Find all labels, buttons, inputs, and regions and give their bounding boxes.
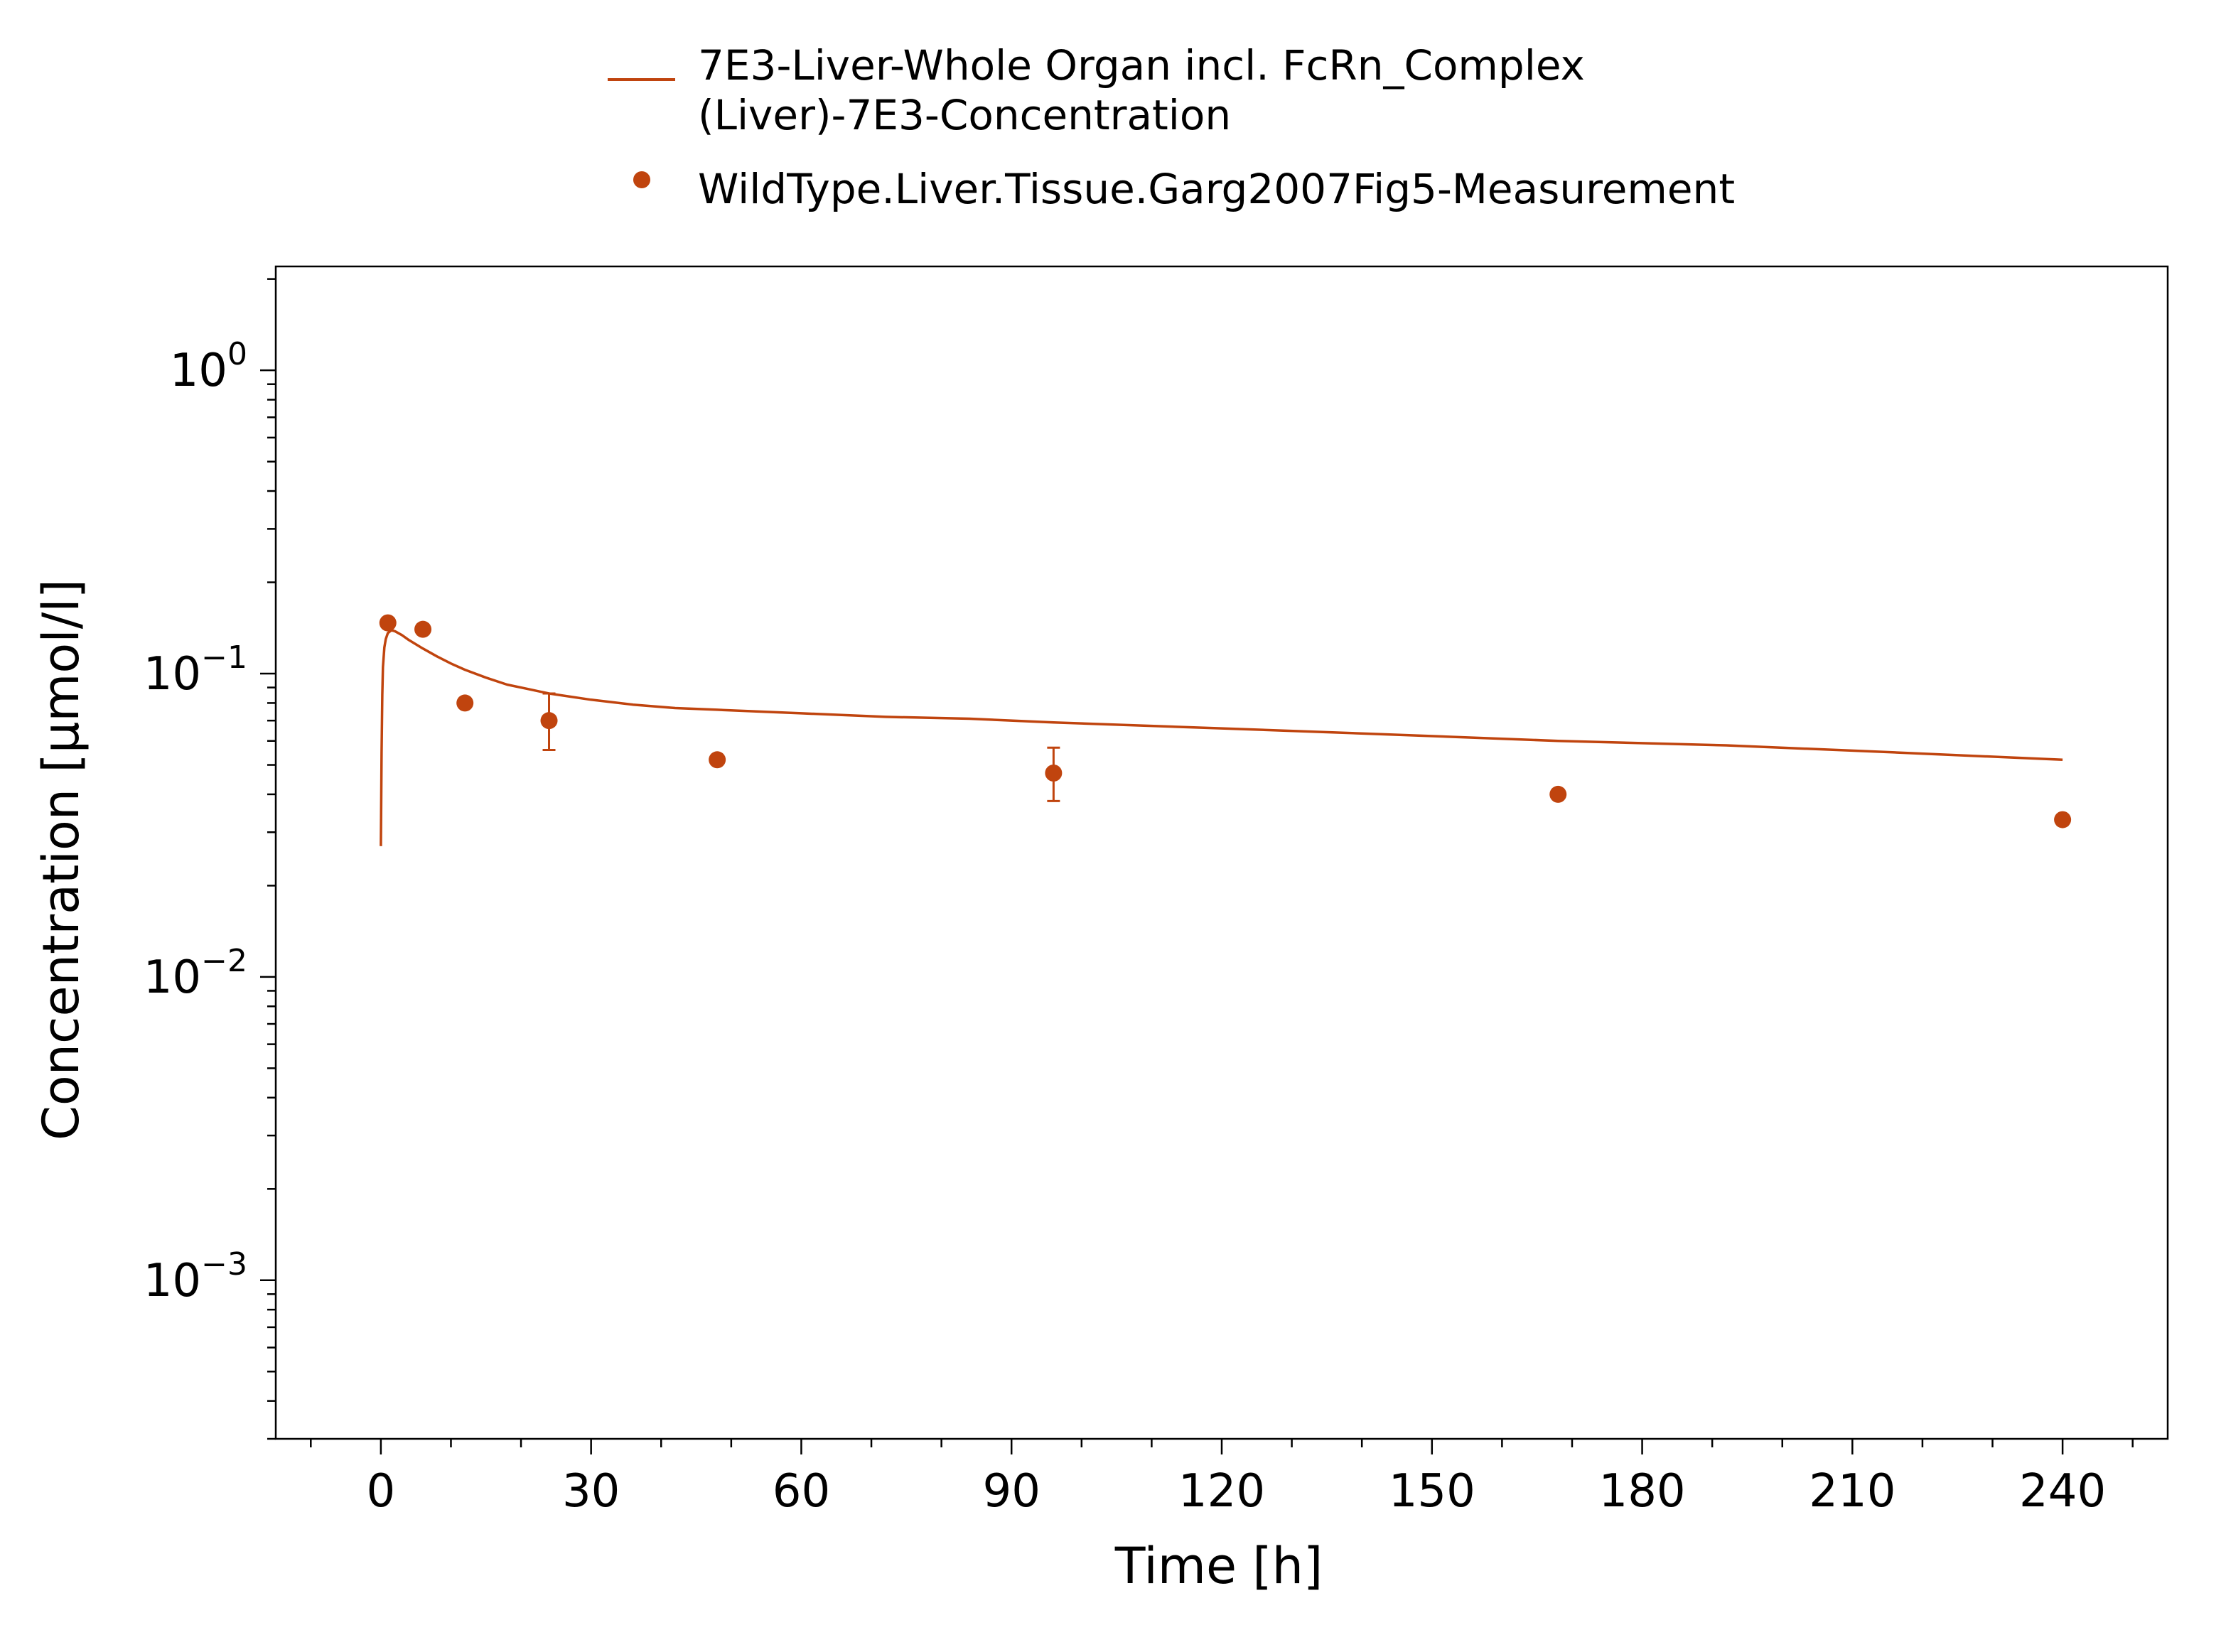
x-tick-label: 210	[1809, 1465, 1895, 1518]
y-axis: 100 10−1 10−2 10−3	[144, 278, 276, 1440]
measurement-point	[456, 694, 474, 712]
legend-marker-label: WildType.Liver.Tissue.Garg2007Fig5-Measu…	[698, 165, 1735, 213]
x-tick-label: 180	[1598, 1465, 1685, 1518]
measurement-point	[1045, 765, 1063, 782]
y-tick-label: 10−2	[144, 943, 247, 1004]
plot-area-frame	[274, 265, 2169, 1440]
measurement-point	[1549, 785, 1567, 803]
y-tick-label: 100	[170, 336, 247, 397]
measurement-point	[379, 614, 397, 632]
y-axis-label: Concentration [µmol/l]	[32, 579, 90, 1140]
x-axis: 0 30 60 90 120 150 180 210 240	[310, 1439, 2134, 1518]
measurement-point	[709, 751, 726, 769]
y-tick-label: 10−3	[144, 1246, 247, 1307]
legend: 7E3-Liver-Whole Organ incl. FcRn_Complex…	[608, 41, 1735, 213]
y-tick-label: 10−1	[144, 639, 247, 701]
x-axis-label: Time [h]	[1114, 1537, 1323, 1595]
legend-line-label-1: 7E3-Liver-Whole Organ incl. FcRn_Complex	[698, 41, 1585, 90]
x-tick-label: 90	[983, 1465, 1040, 1518]
measurement-point	[2054, 811, 2072, 828]
legend-marker-swatch	[633, 171, 650, 188]
x-tick-label: 30	[562, 1465, 620, 1518]
series-layer	[379, 614, 2072, 846]
x-tick-label: 0	[367, 1465, 396, 1518]
measurement-point	[540, 712, 558, 730]
measurement-point	[414, 620, 432, 638]
legend-line-label-2: (Liver)-7E3-Concentration	[698, 91, 1231, 139]
simulated-concentration-line	[380, 629, 2063, 846]
x-tick-label: 120	[1178, 1465, 1265, 1518]
x-tick-label: 60	[773, 1465, 830, 1518]
x-tick-label: 150	[1389, 1465, 1475, 1518]
x-tick-label: 240	[2019, 1465, 2106, 1518]
